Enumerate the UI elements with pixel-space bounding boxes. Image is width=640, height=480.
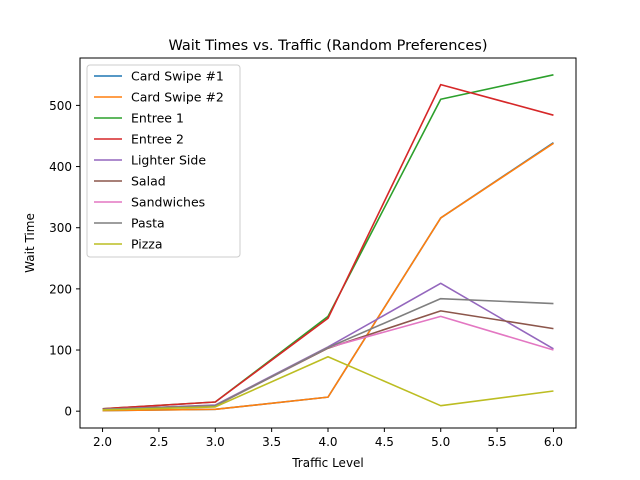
x-tick-label: 2.0 [93,435,112,449]
x-tick-label: 4.0 [318,435,337,449]
y-tick-label: 400 [49,160,72,174]
legend-label: Salad [131,174,166,189]
legend-label: Card Swipe #2 [131,90,224,105]
legend-box [86,64,241,258]
y-tick-label: 500 [49,99,72,113]
legend: Card Swipe #1 Card Swipe #2 Entree 1 Entree… [86,64,241,258]
legend-label: Pasta [131,216,165,231]
legend-label: Sandwiches [131,195,205,210]
y-tick-label: 300 [49,221,72,235]
x-tick-label: 5.0 [431,435,450,449]
x-tick-label: 3.0 [206,435,225,449]
legend-label: Entree 2 [131,132,184,147]
legend-label: Lighter Side [131,153,206,168]
x-tick-label: 5.5 [488,435,507,449]
legend-label: Pizza [131,237,163,252]
y-tick-label: 200 [49,282,72,296]
series-lines [102,74,554,412]
series-line-4 [102,282,554,411]
series-line-3 [102,83,554,410]
x-tick-label: 3.5 [262,435,281,449]
y-axis-label: Wait Time [23,213,37,273]
y-axis-ticks: 0 100 200 300 400 500 [49,99,80,419]
x-axis-label: Traffic Level [291,456,364,470]
y-tick-label: 100 [49,344,72,358]
series-line-6 [102,315,554,411]
legend-label: Card Swipe #1 [131,69,224,84]
y-tick-label: 0 [64,405,72,419]
series-line-5 [102,310,554,411]
x-tick-label: 4.5 [375,435,394,449]
series-line-1 [102,142,554,412]
legend-label: Entree 1 [131,111,184,126]
x-axis-ticks: 2.0 2.5 3.0 3.5 4.0 4.5 5.0 5.5 6.0 [93,428,563,449]
chart-title: Wait Times vs. Traffic (Random Preferenc… [168,38,487,54]
series-line-8 [102,355,554,411]
x-tick-label: 6.0 [544,435,563,449]
series-line-7 [102,297,554,411]
x-tick-label: 2.5 [149,435,168,449]
